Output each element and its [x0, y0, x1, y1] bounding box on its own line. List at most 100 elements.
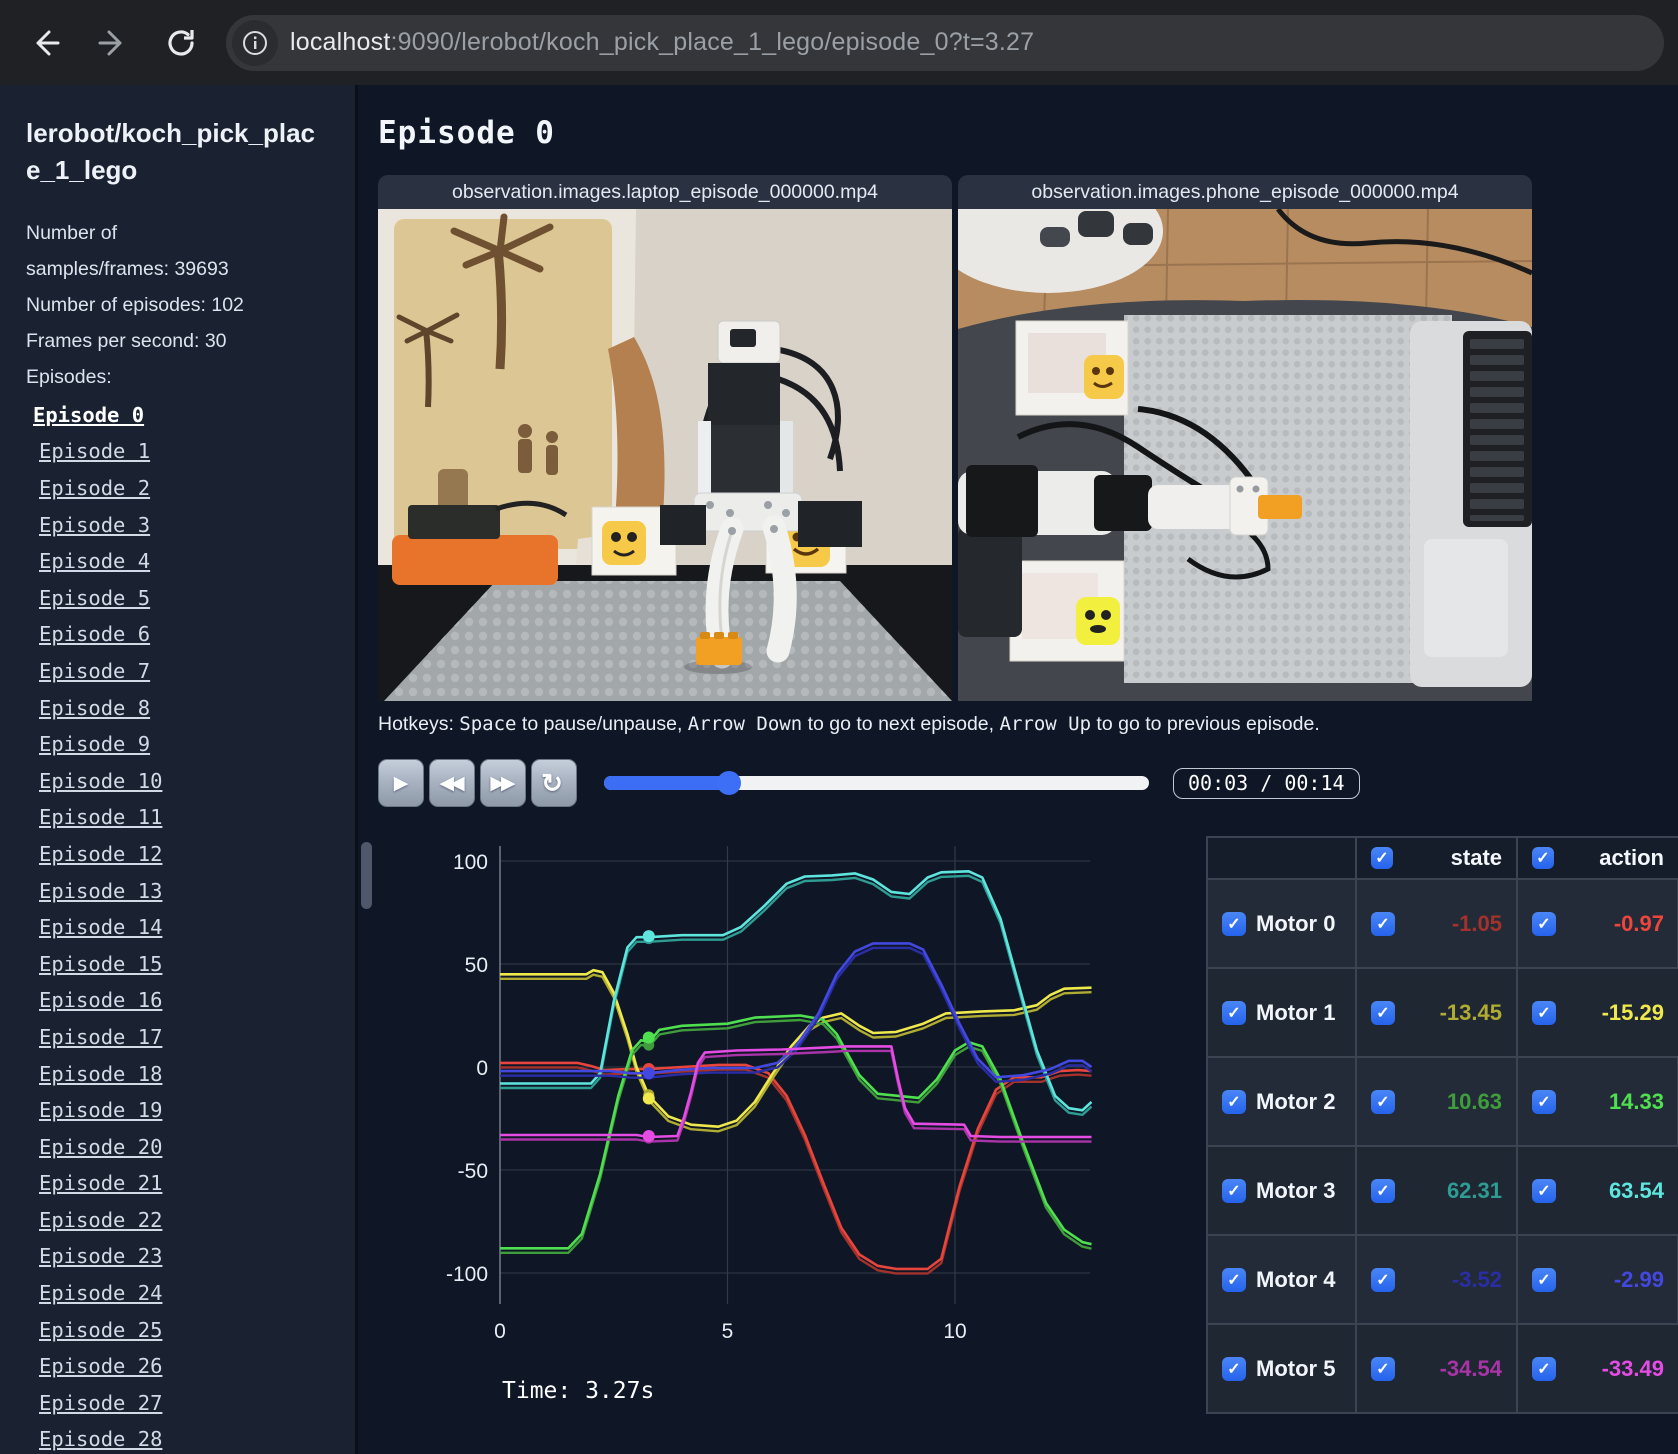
- episode-link[interactable]: Episode 7: [39, 658, 151, 683]
- site-info-icon[interactable]: [232, 19, 278, 66]
- row-checkbox[interactable]: ✓: [1371, 911, 1395, 936]
- motor-row-state: ✓ 10.63: [1356, 1057, 1517, 1146]
- svg-text:50: 50: [465, 954, 488, 977]
- episode-link[interactable]: Episode 13: [39, 878, 163, 903]
- row-checkbox[interactable]: ✓: [1532, 1267, 1556, 1292]
- table-header-action: ✓ action: [1517, 837, 1678, 879]
- episode-list: Episode 0 Episode 1 Episode 2 Episode 3 Epis…: [26, 397, 341, 1454]
- motor-row-action: ✓ 63.54: [1517, 1146, 1678, 1235]
- episode-link[interactable]: Episode 27: [39, 1390, 163, 1415]
- dataset-info-line: Episodes:: [26, 365, 112, 388]
- reload-icon[interactable]: [158, 20, 204, 66]
- controller-board: [392, 500, 568, 585]
- robot-arm: [958, 406, 1302, 637]
- motor-row-state: ✓ -3.52: [1356, 1235, 1517, 1324]
- state-value: -34.54: [1439, 1355, 1502, 1381]
- cable: [1276, 209, 1532, 276]
- address-bar[interactable]: localhost:9090/lerobot/koch_pick_place_1…: [226, 14, 1664, 71]
- playback-controls: ▶ ◀◀ ▶▶ ↻ 00:03 / 00:14: [378, 758, 1678, 808]
- episode-link[interactable]: Episode 12: [39, 841, 163, 866]
- episode-link[interactable]: Episode 16: [39, 988, 163, 1013]
- row-checkbox[interactable]: ✓: [1532, 1178, 1556, 1203]
- episode-link[interactable]: Episode 28: [39, 1427, 163, 1452]
- episode-link[interactable]: Episode 9: [39, 732, 151, 757]
- row-checkbox[interactable]: ✓: [1371, 1267, 1395, 1292]
- hotkey-text: to go to previous episode.: [1091, 713, 1320, 735]
- motor-row-action: ✓ -15.29: [1517, 968, 1678, 1057]
- hotkey-text: to pause/unpause,: [516, 713, 688, 735]
- motor-row-action: ✓ -2.99: [1517, 1235, 1678, 1324]
- main-panel: Episode 0 observation.images.laptop_epis…: [358, 85, 1678, 1454]
- motor-table: ✓ state ✓ action ✓ Motor 0 ✓ -1.05 ✓ -0.97 ✓ Mo…: [1206, 836, 1678, 1414]
- episode-link[interactable]: Episode 6: [39, 622, 151, 647]
- svg-text:-50: -50: [458, 1160, 488, 1183]
- episode-link[interactable]: Episode 11: [39, 805, 163, 830]
- rewind-button[interactable]: ◀◀: [429, 759, 475, 807]
- forward-icon[interactable]: [90, 20, 136, 66]
- row-checkbox[interactable]: ✓: [1532, 1356, 1556, 1381]
- episode-link[interactable]: Episode 26: [39, 1354, 163, 1379]
- row-checkbox[interactable]: ✓: [1532, 1000, 1556, 1025]
- fast-forward-button[interactable]: ▶▶: [480, 759, 526, 807]
- episode-link[interactable]: Episode 22: [39, 1207, 163, 1232]
- episode-link[interactable]: Episode 1: [39, 439, 151, 464]
- row-checkbox[interactable]: ✓: [1222, 1178, 1246, 1203]
- episode-link[interactable]: Episode 3: [39, 512, 151, 537]
- video-laptop[interactable]: [378, 209, 952, 701]
- episode-link[interactable]: Episode 14: [39, 915, 163, 940]
- table-header-state: ✓ state: [1356, 837, 1517, 879]
- episode-link[interactable]: Episode 25: [39, 1317, 163, 1342]
- episode-link[interactable]: Episode 5: [39, 585, 151, 610]
- episode-link[interactable]: Episode 21: [39, 1171, 163, 1196]
- episode-link[interactable]: Episode 2: [39, 476, 151, 500]
- state-value: -3.52: [1451, 1266, 1502, 1292]
- timeline-slider[interactable]: [604, 771, 1149, 795]
- row-checkbox[interactable]: ✓: [1532, 1089, 1556, 1114]
- svg-text:0: 0: [476, 1057, 488, 1080]
- state-checkbox[interactable]: ✓: [1371, 847, 1393, 869]
- play-button[interactable]: ▶: [378, 759, 424, 807]
- motor-row-action: ✓ 14.33: [1517, 1057, 1678, 1146]
- motor-row-name: ✓ Motor 4: [1207, 1235, 1356, 1324]
- episode-link[interactable]: Episode 23: [39, 1244, 163, 1269]
- episode-link[interactable]: Episode 19: [39, 1098, 163, 1123]
- episode-link[interactable]: Episode 24: [39, 1281, 163, 1306]
- svg-text:-100: -100: [446, 1263, 488, 1286]
- play-icon: ▶: [393, 772, 409, 794]
- row-checkbox[interactable]: ✓: [1222, 1089, 1246, 1114]
- episode-link[interactable]: Episode 0: [33, 402, 145, 427]
- row-checkbox[interactable]: ✓: [1222, 1000, 1246, 1025]
- dataset-info-line: Number of: [26, 221, 118, 244]
- episode-link[interactable]: Episode 20: [39, 1134, 163, 1159]
- table-header-empty: [1207, 837, 1356, 879]
- row-checkbox[interactable]: ✓: [1371, 1356, 1395, 1381]
- motor-row-state: ✓ -13.45: [1356, 968, 1517, 1057]
- dataset-info-line: Frames per second: 30: [26, 329, 227, 352]
- row-checkbox[interactable]: ✓: [1371, 1089, 1395, 1114]
- lego-brick: [684, 632, 752, 674]
- row-checkbox[interactable]: ✓: [1222, 1267, 1246, 1292]
- hotkey-key: Arrow Up: [999, 713, 1092, 735]
- row-checkbox[interactable]: ✓: [1532, 911, 1556, 936]
- box-bottom-left: [1009, 560, 1125, 662]
- slider-thumb[interactable]: [717, 771, 742, 795]
- row-checkbox[interactable]: ✓: [1371, 1178, 1395, 1203]
- robot-arm: [660, 320, 862, 669]
- motor-label: Motor 4: [1256, 1266, 1336, 1292]
- scrollbar-thumb[interactable]: [361, 842, 372, 909]
- episode-link[interactable]: Episode 8: [39, 695, 151, 720]
- episode-link[interactable]: Episode 4: [39, 549, 151, 574]
- row-checkbox[interactable]: ✓: [1371, 1000, 1395, 1025]
- episode-link[interactable]: Episode 18: [39, 1061, 163, 1086]
- row-checkbox[interactable]: ✓: [1222, 1356, 1246, 1381]
- back-icon[interactable]: [22, 20, 68, 66]
- motor-row-name: ✓ Motor 2: [1207, 1057, 1356, 1146]
- episode-link[interactable]: Episode 15: [39, 951, 163, 976]
- episode-link[interactable]: Episode 10: [39, 768, 163, 793]
- row-checkbox[interactable]: ✓: [1222, 911, 1246, 936]
- video-phone[interactable]: [958, 209, 1532, 701]
- loop-button[interactable]: ↻: [531, 759, 577, 807]
- episode-link[interactable]: Episode 17: [39, 1024, 163, 1049]
- motor-chart[interactable]: 100 50 0 -50 -100 0 5 10 Time: 3.27s: [390, 836, 1093, 1441]
- action-checkbox[interactable]: ✓: [1532, 847, 1554, 869]
